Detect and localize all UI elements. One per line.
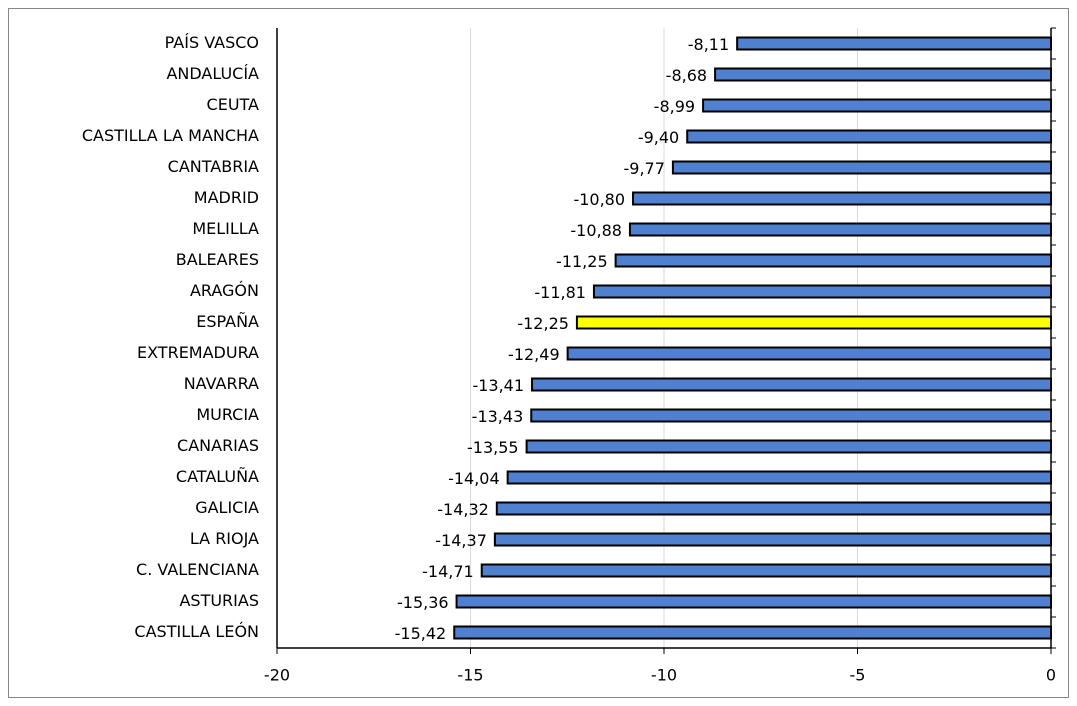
x-tick-label: -10 bbox=[651, 666, 677, 685]
y-tick-label: GALICIA bbox=[195, 498, 259, 517]
value-label: -9,40 bbox=[638, 128, 679, 147]
y-tick-label: CANTABRIA bbox=[168, 157, 259, 176]
bar bbox=[530, 408, 1052, 423]
value-label: -8,11 bbox=[688, 35, 729, 54]
bar bbox=[480, 563, 1052, 578]
value-label: -14,04 bbox=[448, 469, 500, 488]
bar bbox=[575, 315, 1052, 330]
y-tick-label: BALEARES bbox=[176, 250, 259, 269]
value-label: -12,49 bbox=[508, 345, 560, 364]
bar bbox=[506, 470, 1053, 485]
bar bbox=[702, 98, 1052, 113]
value-label: -9,77 bbox=[623, 159, 664, 178]
value-label: -8,68 bbox=[666, 66, 707, 85]
bar bbox=[714, 67, 1052, 82]
y-tick-label: PAÍS VASCO bbox=[165, 33, 259, 52]
value-label: -11,25 bbox=[556, 252, 608, 271]
bar bbox=[495, 501, 1053, 516]
value-label: -13,43 bbox=[472, 407, 524, 426]
bar bbox=[628, 222, 1052, 237]
value-label: -10,80 bbox=[573, 190, 625, 209]
bar bbox=[592, 284, 1052, 299]
bar bbox=[493, 532, 1053, 547]
y-tick-label: NAVARRA bbox=[184, 374, 259, 393]
y-tick-label: CASTILLA LEÓN bbox=[134, 622, 259, 641]
y-tick-label: EXTREMADURA bbox=[137, 343, 259, 362]
value-label: -14,37 bbox=[435, 531, 487, 550]
x-tick-label: -20 bbox=[264, 666, 290, 685]
value-label: -8,99 bbox=[654, 97, 695, 116]
x-tick-label: -5 bbox=[850, 666, 866, 685]
y-tick-label: CASTILLA LA MANCHA bbox=[82, 126, 259, 145]
value-label: -10,88 bbox=[570, 221, 622, 240]
bar bbox=[453, 625, 1053, 640]
bar bbox=[632, 191, 1052, 206]
y-tick-label: LA RIOJA bbox=[190, 529, 259, 548]
y-tick-label: ANDALUCÍA bbox=[166, 64, 259, 83]
value-label: -11,81 bbox=[534, 283, 586, 302]
value-label: -13,55 bbox=[467, 438, 519, 457]
bar bbox=[525, 439, 1052, 454]
bar bbox=[614, 253, 1052, 268]
y-tick-label: CEUTA bbox=[207, 95, 260, 114]
y-tick-label: CANARIAS bbox=[177, 436, 259, 455]
bar bbox=[455, 594, 1052, 609]
y-tick-label: ASTURIAS bbox=[179, 591, 259, 610]
value-label: -14,32 bbox=[437, 500, 489, 519]
y-tick-label: MELILLA bbox=[192, 219, 259, 238]
bar bbox=[736, 36, 1052, 51]
value-label: -12,25 bbox=[517, 314, 569, 333]
y-tick-label: MURCIA bbox=[196, 405, 259, 424]
bar bbox=[531, 377, 1052, 392]
bar bbox=[686, 129, 1052, 144]
x-tick-label: 0 bbox=[1046, 666, 1056, 685]
x-tick-label: -15 bbox=[457, 666, 483, 685]
y-tick-label: CATALUÑA bbox=[176, 467, 259, 486]
value-label: -15,36 bbox=[397, 593, 449, 612]
bar bbox=[671, 160, 1052, 175]
y-tick-label: C. VALENCIANA bbox=[136, 560, 259, 579]
value-label: -15,42 bbox=[395, 624, 447, 643]
value-label: -13,41 bbox=[472, 376, 524, 395]
bar bbox=[566, 346, 1053, 361]
y-tick-label: ESPAÑA bbox=[196, 312, 259, 331]
y-tick-label: MADRID bbox=[194, 188, 259, 207]
y-tick-label: ARAGÓN bbox=[190, 281, 259, 300]
value-label: -14,71 bbox=[422, 562, 474, 581]
